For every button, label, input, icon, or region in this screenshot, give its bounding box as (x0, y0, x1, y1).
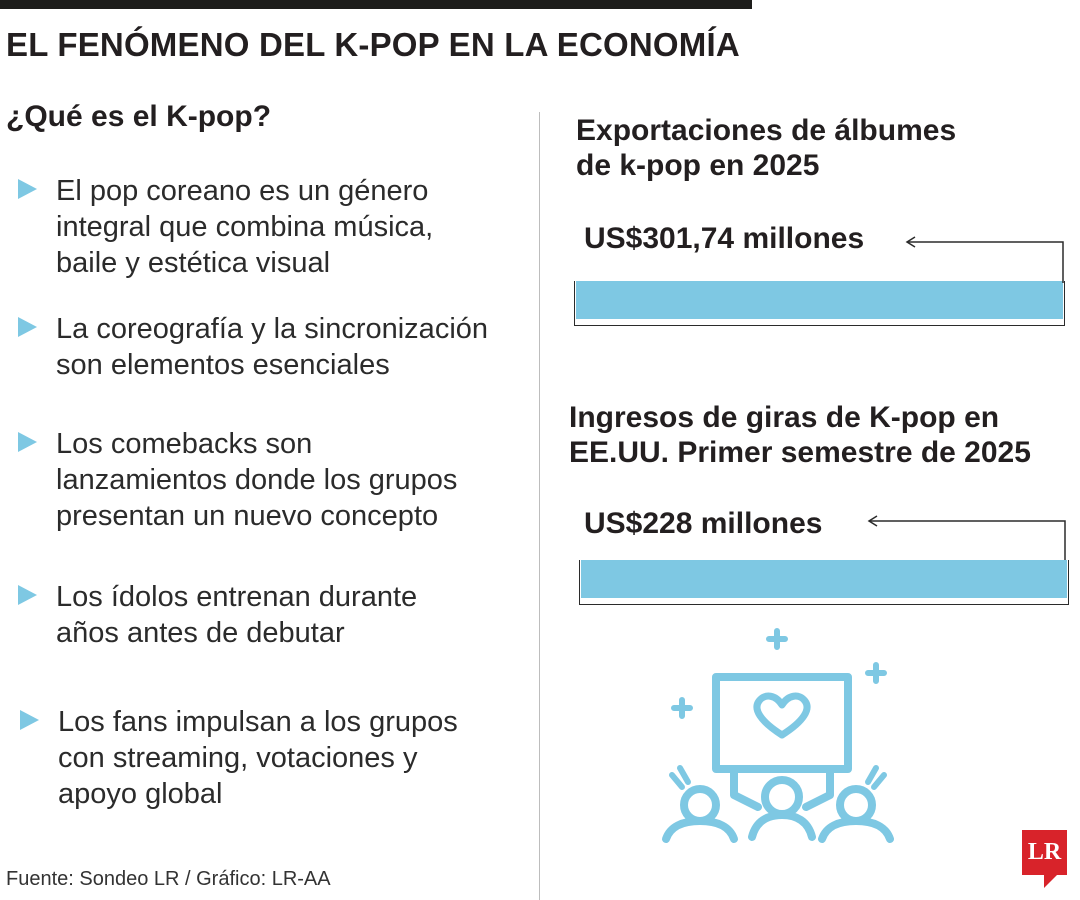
column-divider (539, 112, 540, 900)
left-arrow-icon (905, 236, 1064, 283)
source-note: Fuente: Sondeo LR / Gráfico: LR-AA (6, 868, 331, 890)
lr-logo-tail (1044, 874, 1058, 888)
bar-frame (574, 281, 1065, 326)
bullet-triangle-icon (20, 710, 39, 730)
bullet-text: El pop coreano es un género integral que… (56, 175, 434, 279)
bullet-text: Los comebacks son lanzamientos donde los… (56, 428, 458, 532)
list-item: El pop coreano es un género integral que… (18, 173, 433, 281)
list-item: Los comebacks son lanzamientos donde los… (18, 426, 457, 534)
bullet-text: Los fans impulsan a los grupos con strea… (58, 706, 458, 810)
section-heading: ¿Qué es el K-pop? (6, 100, 272, 133)
bullet-text: Los ídolos entrenan durante años antes d… (56, 581, 418, 649)
stat-value-tours: US$228 millones (584, 507, 823, 540)
stat-title-tours: Ingresos de giras de K-pop en EE.UU. Pri… (569, 401, 1031, 469)
bullet-triangle-icon (18, 179, 37, 199)
page-title: EL FENÓMENO DEL K-POP EN LA ECONOMÍA (6, 26, 740, 63)
bar-frame (579, 560, 1069, 605)
list-item: La coreografía y la sincronización son e… (18, 311, 488, 383)
list-item: Los fans impulsan a los grupos con strea… (20, 704, 458, 812)
top-rule (0, 0, 752, 9)
bar-exports (576, 281, 1063, 319)
stat-title-exports: Exportaciones de álbumes de k-pop en 202… (576, 114, 957, 182)
bullet-triangle-icon (18, 585, 37, 605)
fans-with-heart-sign-icon (662, 628, 894, 843)
bullet-text: La coreografía y la sincronización son e… (56, 313, 489, 381)
stat-value-exports: US$301,74 millones (584, 222, 865, 255)
lr-logo: LR (1022, 830, 1067, 875)
left-arrow-icon (867, 515, 1066, 560)
bullet-triangle-icon (18, 432, 37, 452)
bar-tours (581, 560, 1067, 598)
bullet-triangle-icon (18, 317, 37, 337)
list-item: Los ídolos entrenan durante años antes d… (18, 579, 417, 651)
